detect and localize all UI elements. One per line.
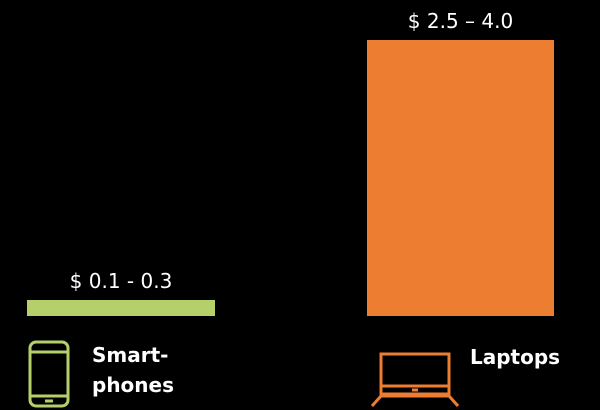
category-label-smartphones: Smart- phones — [92, 340, 174, 400]
smartphone-icon — [28, 340, 70, 408]
value-label-smartphones: $ 0.1 - 0.3 — [70, 269, 173, 293]
category-label-laptops: Laptops — [470, 342, 560, 372]
laptop-icon — [370, 352, 460, 408]
category-label-line: Smart- — [92, 343, 169, 367]
value-label-laptops: $ 2.5 – 4.0 — [408, 9, 513, 33]
bar-smartphones — [27, 300, 215, 316]
category-label-line: phones — [92, 373, 175, 397]
bar-laptops — [367, 40, 554, 316]
category-label-line: Laptops — [470, 345, 561, 369]
